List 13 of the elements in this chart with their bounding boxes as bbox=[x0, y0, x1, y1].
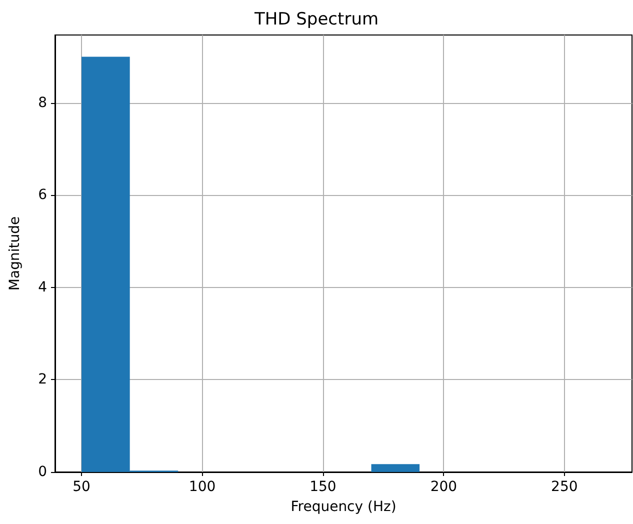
y-axis-title: Magnitude bbox=[7, 216, 23, 291]
x-axis-title: Frequency (Hz) bbox=[290, 499, 396, 515]
y-tick-label: 6 bbox=[38, 187, 48, 204]
y-tick-label: 4 bbox=[38, 279, 48, 296]
y-tick-label: 0 bbox=[38, 464, 47, 480]
x-tick-label: 100 bbox=[188, 479, 216, 495]
x-tick-label: 50 bbox=[72, 479, 90, 495]
chart-title: THD Spectrum bbox=[253, 10, 379, 30]
x-tick-label: 250 bbox=[551, 479, 578, 495]
y-tick-label: 2 bbox=[38, 372, 47, 388]
x-tick-label: 200 bbox=[430, 479, 458, 495]
y-tick-label: 8 bbox=[38, 94, 47, 111]
x-tick-label: 150 bbox=[310, 479, 336, 495]
